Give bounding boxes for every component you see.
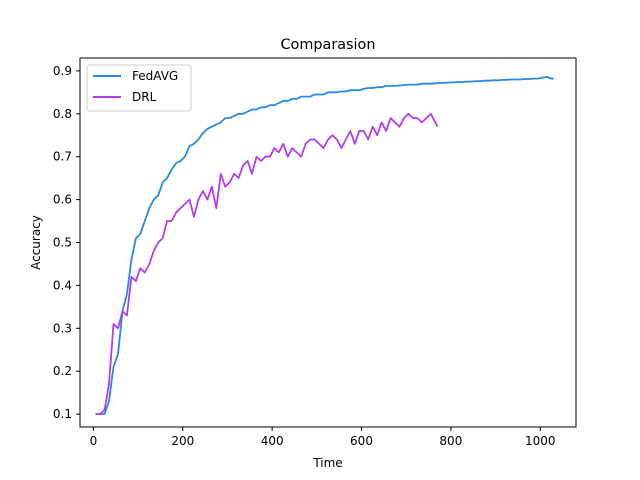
x-tick-label: 800 xyxy=(439,434,462,448)
axes-frame xyxy=(79,57,577,428)
legend-label-drl: DRL xyxy=(132,90,157,104)
y-tick-label: 0.2 xyxy=(53,364,72,378)
x-tick-label: 200 xyxy=(171,434,194,448)
x-tick-label: 1000 xyxy=(525,434,556,448)
legend-label-fedavg: FedAVG xyxy=(132,69,178,83)
x-tick-label: 600 xyxy=(350,434,373,448)
y-tick-label: 0.7 xyxy=(53,150,72,164)
chart-title: Comparasion xyxy=(281,37,376,53)
series-line-drl xyxy=(95,112,439,416)
y-tick-label: 0.9 xyxy=(53,64,72,78)
y-axis-ticks: 0.1 0.2 0.3 0.4 0.5 0.6 0.7 0.8 0.9 xyxy=(53,64,80,421)
legend: FedAVG DRL xyxy=(86,64,192,112)
y-tick-label: 0.5 xyxy=(53,236,72,250)
plot-area xyxy=(95,76,554,416)
y-tick-label: 0.1 xyxy=(53,407,72,421)
x-tick-label: 400 xyxy=(261,434,284,448)
series-line-fedavg xyxy=(95,76,554,416)
y-tick-label: 0.8 xyxy=(53,107,72,121)
y-axis-title: Accuracy xyxy=(29,215,43,270)
x-axis-ticks: 0 200 400 600 800 1000 xyxy=(90,427,556,448)
x-axis-title: Time xyxy=(312,456,342,470)
x-tick-label: 0 xyxy=(90,434,98,448)
y-tick-label: 0.4 xyxy=(53,278,72,292)
y-tick-label: 0.3 xyxy=(53,321,72,335)
y-tick-label: 0.6 xyxy=(53,193,72,207)
